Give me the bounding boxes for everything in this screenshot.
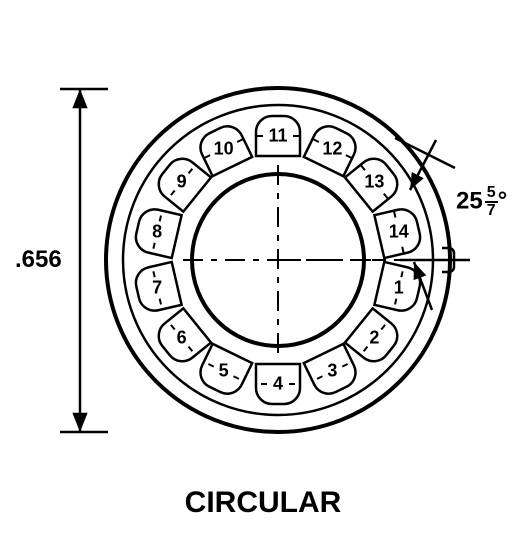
diagram-title: CIRCULAR — [0, 486, 526, 520]
angle-dimension: 2557° — [456, 185, 507, 219]
pin-number: 11 — [268, 126, 287, 147]
angle-numerator: 5 — [485, 185, 498, 203]
pin-number: 13 — [364, 171, 384, 192]
angle-fraction: 57 — [485, 185, 498, 219]
angle-whole: 25 — [456, 187, 483, 214]
circular-connector-diagram — [0, 0, 526, 543]
pin-number: 3 — [327, 361, 337, 382]
angle-denominator: 7 — [485, 203, 498, 219]
pin-number: 5 — [219, 361, 229, 382]
pin-number: 9 — [177, 171, 187, 192]
pin-number: 1 — [394, 277, 404, 298]
pin-number: 2 — [369, 328, 379, 349]
pin-number: 4 — [273, 374, 283, 395]
pin-number: 10 — [214, 138, 234, 159]
pin-number: 6 — [177, 328, 187, 349]
pin-number: 7 — [152, 277, 162, 298]
pin-number: 12 — [322, 138, 342, 159]
pin-number: 8 — [152, 222, 162, 243]
pin-number: 14 — [389, 222, 409, 243]
degree-symbol: ° — [498, 187, 508, 214]
diameter-dimension: .656 — [15, 246, 62, 274]
